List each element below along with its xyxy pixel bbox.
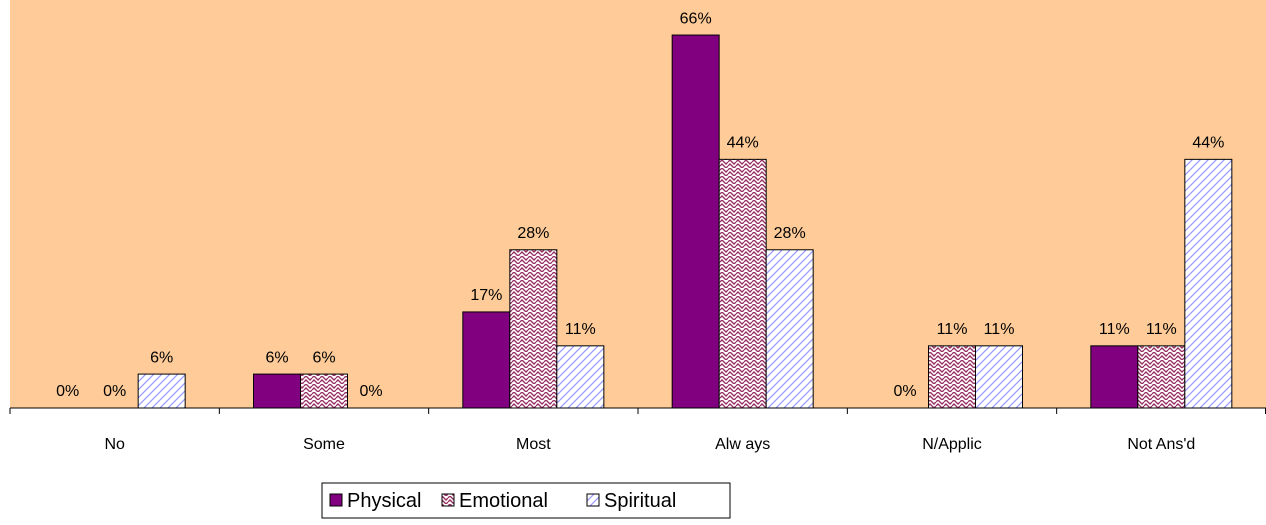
data-label: 0% <box>103 383 126 400</box>
x-tick-label: N/Applic <box>922 436 982 453</box>
data-label: 11% <box>1099 321 1130 338</box>
data-label: 0% <box>893 383 916 400</box>
data-label: 44% <box>1192 135 1224 152</box>
legend-swatch <box>441 493 455 507</box>
bar <box>671 34 720 409</box>
data-label: 11% <box>937 321 968 338</box>
bar <box>300 373 348 409</box>
data-label: 28% <box>774 225 806 242</box>
bar <box>556 345 605 409</box>
data-label: 28% <box>517 225 549 242</box>
data-label: 6% <box>265 349 288 366</box>
bar <box>462 311 511 409</box>
data-label: 6% <box>312 349 335 366</box>
bar <box>253 373 301 409</box>
legend-label: Physical <box>347 490 421 512</box>
bar <box>137 373 186 409</box>
data-label: 11% <box>984 321 1015 338</box>
legend-label: Emotional <box>459 490 548 512</box>
bar <box>975 345 1023 409</box>
x-tick-label: Alw ays <box>715 436 770 453</box>
legend-label: Spiritual <box>604 490 676 512</box>
bar <box>718 158 767 409</box>
x-tick-label: Some <box>303 436 345 453</box>
plot-area <box>10 0 1266 408</box>
data-label: 6% <box>150 349 173 366</box>
bar <box>928 345 976 409</box>
bar <box>1184 158 1233 409</box>
x-tick-label: Most <box>516 436 551 453</box>
legend <box>321 482 731 519</box>
x-tick-label: Not Ans'd <box>1127 436 1195 453</box>
legend-swatch <box>586 493 600 507</box>
data-label: 0% <box>359 383 382 400</box>
data-label: 66% <box>680 10 712 27</box>
data-label: 11% <box>1146 321 1177 338</box>
x-tick-label: No <box>104 436 125 453</box>
bar <box>1137 345 1186 409</box>
bar <box>509 249 558 409</box>
bar <box>765 249 814 409</box>
data-label: 44% <box>727 135 759 152</box>
data-label: 0% <box>56 383 79 400</box>
data-label: 11% <box>565 321 596 338</box>
data-label: 17% <box>470 287 502 304</box>
bar <box>1090 345 1139 409</box>
legend-swatch <box>329 493 343 507</box>
